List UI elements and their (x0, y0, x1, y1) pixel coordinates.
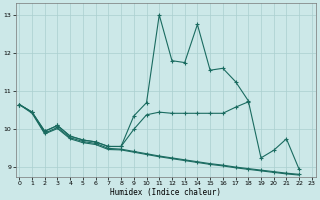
X-axis label: Humidex (Indice chaleur): Humidex (Indice chaleur) (110, 188, 221, 197)
